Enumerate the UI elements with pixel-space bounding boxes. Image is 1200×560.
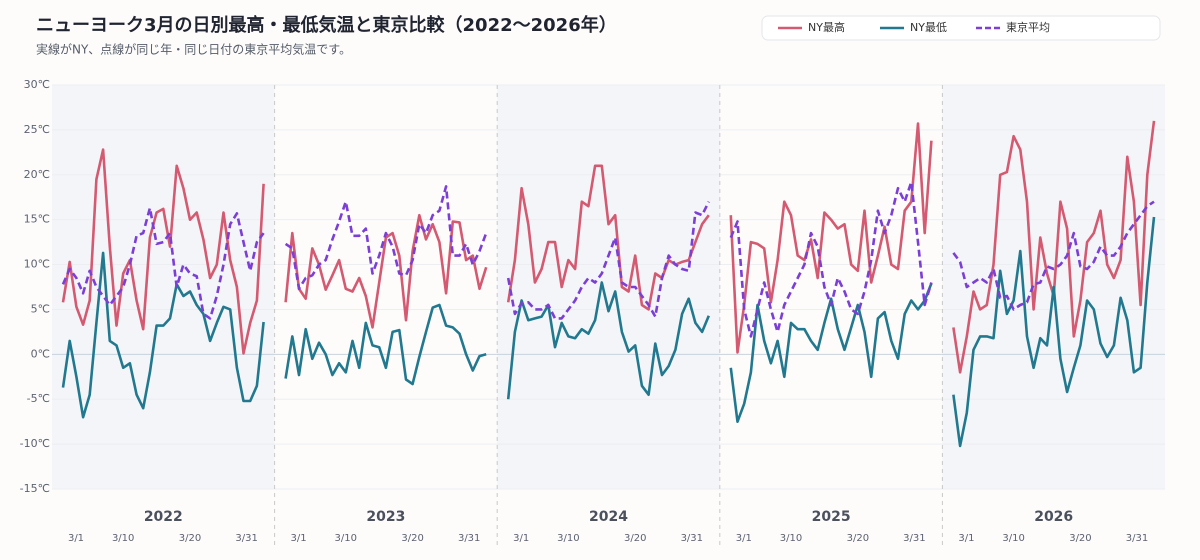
- year-label: 2025: [812, 509, 851, 525]
- x-tick-label: 3/1: [958, 533, 974, 544]
- x-tick-label: 3/1: [513, 533, 529, 544]
- x-tick-label: 3/20: [1069, 533, 1091, 544]
- series-line: [284, 185, 488, 291]
- x-tick-label: 3/31: [903, 533, 925, 544]
- x-tick-label: 3/10: [112, 533, 134, 544]
- x-tick-label: 3/1: [736, 533, 752, 544]
- series-line: [506, 281, 711, 400]
- y-tick-label: 0℃: [31, 347, 50, 360]
- x-tick-label: 3/31: [235, 533, 257, 544]
- series-line: [729, 180, 933, 338]
- series-line: [284, 303, 487, 386]
- x-tick-label: 3/10: [335, 533, 357, 544]
- chart-subtitle: 実線がNY、点線が同じ年・同じ日付の東京平均気温です。: [36, 42, 351, 57]
- x-tick-label: 3/20: [624, 533, 646, 544]
- y-tick-label: -15℃: [20, 482, 50, 495]
- y-tick-label: 30℃: [24, 78, 50, 91]
- x-tick-label: 3/31: [1126, 533, 1148, 544]
- chart-title: ニューヨーク3月の日別最高・最低気温と東京比較（2022〜2026年）: [36, 14, 617, 36]
- legend-label: 東京平均: [1006, 20, 1050, 34]
- x-tick-label: 3/10: [1002, 533, 1024, 544]
- y-tick-label: -5℃: [27, 392, 50, 405]
- y-tick-label: 20℃: [24, 168, 50, 181]
- y-tick-label: 5℃: [31, 302, 50, 315]
- legend-label: NY最低: [910, 21, 947, 34]
- series-line: [61, 206, 265, 320]
- x-tick-label: 3/20: [401, 533, 423, 544]
- x-tick-label: 3/1: [291, 533, 307, 544]
- legend-box: [761, 15, 1161, 41]
- x-tick-label: 3/1: [68, 533, 84, 544]
- y-tick-label: -10℃: [20, 437, 50, 450]
- series-line: [61, 148, 265, 355]
- year-label: 2022: [144, 509, 183, 525]
- series-line: [952, 216, 1156, 448]
- legend-label: NY最高: [808, 20, 845, 34]
- x-tick-label: 3/20: [179, 533, 201, 544]
- panel-shade: [497, 85, 720, 489]
- x-tick-label: 3/20: [847, 533, 869, 544]
- year-label: 2024: [589, 509, 628, 525]
- panel-shade: [52, 85, 275, 489]
- x-tick-label: 3/10: [780, 533, 802, 544]
- year-label: 2023: [366, 509, 405, 525]
- year-label: 2026: [1034, 509, 1073, 525]
- y-tick-label: 25℃: [24, 123, 50, 136]
- series-line: [61, 251, 265, 419]
- y-tick-label: 15℃: [24, 213, 50, 226]
- series-line: [952, 200, 1155, 311]
- x-tick-label: 3/10: [557, 533, 579, 544]
- x-tick-label: 3/31: [681, 533, 703, 544]
- x-tick-label: 3/31: [458, 533, 480, 544]
- y-tick-label: 10℃: [24, 258, 50, 271]
- series-line: [506, 201, 710, 320]
- series-line: [729, 282, 933, 423]
- series-line: [729, 122, 933, 354]
